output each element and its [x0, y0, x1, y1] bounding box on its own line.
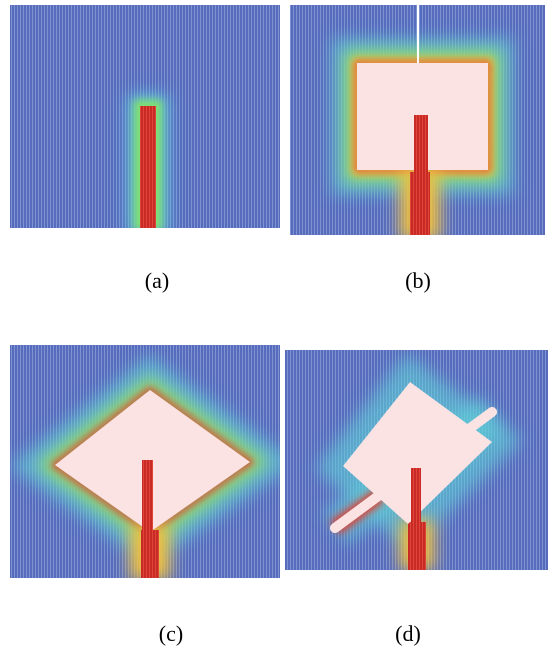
caption: (d)	[395, 621, 421, 646]
caption: (b)	[405, 268, 431, 293]
caption: (a)	[145, 268, 169, 293]
panel-a-image	[10, 5, 280, 235]
panel-b-image	[290, 5, 545, 240]
figure: (a) (b) (c) (d)	[0, 0, 551, 654]
panel-c-image	[10, 345, 280, 580]
panel-d-image	[285, 350, 548, 570]
caption: (c)	[159, 621, 183, 646]
page: (a) (b) (c) (d) (() => { const data = JS…	[0, 0, 551, 654]
